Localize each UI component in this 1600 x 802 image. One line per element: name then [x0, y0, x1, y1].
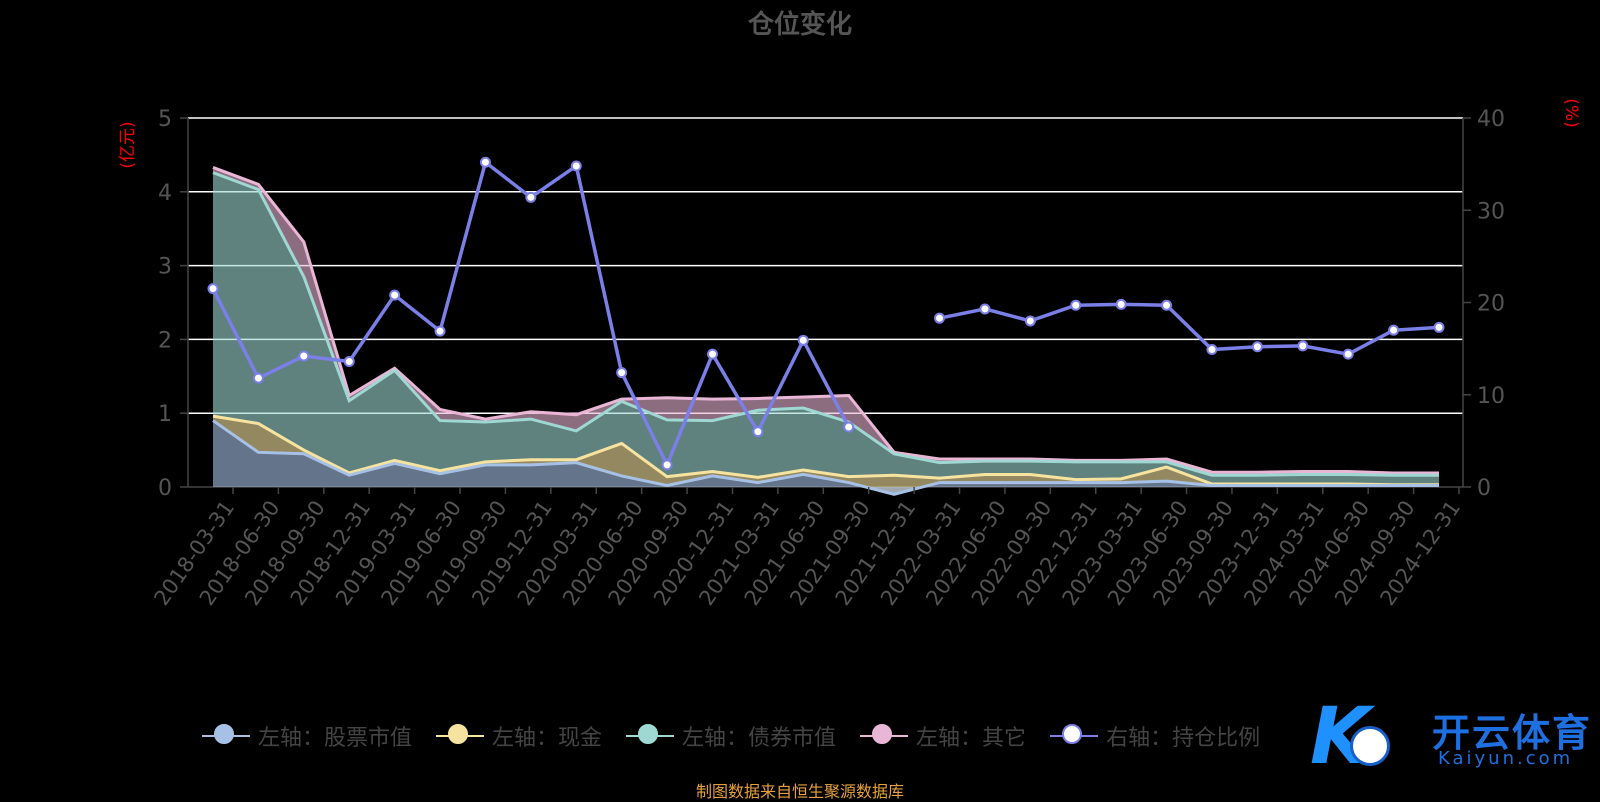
ratio-point [389, 289, 401, 301]
ratio-point [616, 367, 628, 379]
legend-ratio-icon [1048, 724, 1100, 748]
left-tick-label: 0 [158, 476, 172, 501]
bond-area-line [212, 171, 1439, 477]
legend-item-other[interactable]: 左轴：其它 [858, 720, 1026, 752]
ratio-point [298, 350, 310, 362]
ratio-point [570, 160, 582, 172]
ratio-series-line [939, 302, 1440, 356]
ratio-point [661, 459, 673, 471]
bond-area [213, 172, 1439, 485]
legend-bond-icon [624, 724, 676, 748]
brand-watermark: K 开云体育 Kaiyun.com [1310, 698, 1595, 778]
ratio-point [1206, 344, 1218, 356]
ratio-point [1070, 299, 1082, 311]
ratio-point [752, 426, 764, 438]
ratio-point [343, 356, 355, 368]
legend-cash-icon [434, 724, 486, 748]
stock-area-line [212, 419, 1439, 496]
right-tick-label: 40 [1477, 107, 1505, 132]
legend-item-cash[interactable]: 左轴：现金 [434, 720, 602, 752]
left-tick-label: 1 [158, 402, 172, 427]
right-tick-label: 20 [1477, 292, 1505, 317]
ratio-point [1297, 340, 1309, 352]
ratio-point [434, 325, 446, 337]
ratio-point [1161, 299, 1173, 311]
right-tick-label: 0 [1477, 476, 1491, 501]
legend-item-stock[interactable]: 左轴：股票市值 [200, 720, 412, 752]
ratio-point [525, 191, 537, 203]
legend-stock-icon [200, 724, 252, 748]
ratio-point [1024, 315, 1036, 327]
legend-item-bond[interactable]: 左轴：债券市值 [624, 720, 836, 752]
legend-label: 右轴：持仓比例 [1106, 726, 1261, 751]
chart-title: 仓位变化 [747, 10, 852, 40]
right-axis-unit: (%) [1561, 98, 1581, 127]
stock-area [213, 420, 1439, 495]
ratio-point [1433, 321, 1445, 333]
left-tick-label: 3 [158, 255, 172, 280]
soccer-ball-icon [1350, 726, 1390, 766]
left-tick-label: 2 [158, 328, 172, 353]
ratio-point [706, 348, 718, 360]
ratio-point [252, 372, 264, 384]
ratio-point [207, 283, 219, 295]
left-axis-unit: (亿元) [118, 121, 138, 168]
left-tick-label: 4 [158, 181, 172, 206]
source-note: 制图数据来自恒生聚源数据库 [695, 782, 904, 801]
legend-item-ratio[interactable]: 右轴：持仓比例 [1048, 720, 1260, 752]
legend-label: 左轴：现金 [492, 726, 603, 751]
legend: 左轴：股票市值 左轴：现金 左轴：债券市值 左轴：其它 右轴：持仓比例 [200, 718, 1260, 754]
left-tick-label: 5 [158, 107, 172, 132]
legend-label: 左轴：其它 [916, 726, 1027, 751]
ratio-point [1342, 348, 1354, 360]
right-tick-label: 30 [1477, 199, 1505, 224]
ratio-point [797, 334, 809, 346]
brand-domain: Kaiyun.com [1438, 748, 1574, 769]
other-area-line [212, 166, 1439, 475]
ratio-point [479, 156, 491, 168]
ratio-point [979, 303, 991, 315]
right-tick-label: 10 [1477, 384, 1505, 409]
legend-other-icon [858, 724, 910, 748]
brand-name: 开云体育 [1432, 711, 1593, 755]
ratio-point [1115, 298, 1127, 310]
ratio-point [1251, 341, 1263, 353]
ratio-point [843, 421, 855, 433]
legend-label: 左轴：债券市值 [682, 726, 837, 751]
ratio-point [1388, 324, 1400, 336]
legend-label: 左轴：股票市值 [258, 726, 413, 751]
ratio-point [934, 312, 946, 324]
